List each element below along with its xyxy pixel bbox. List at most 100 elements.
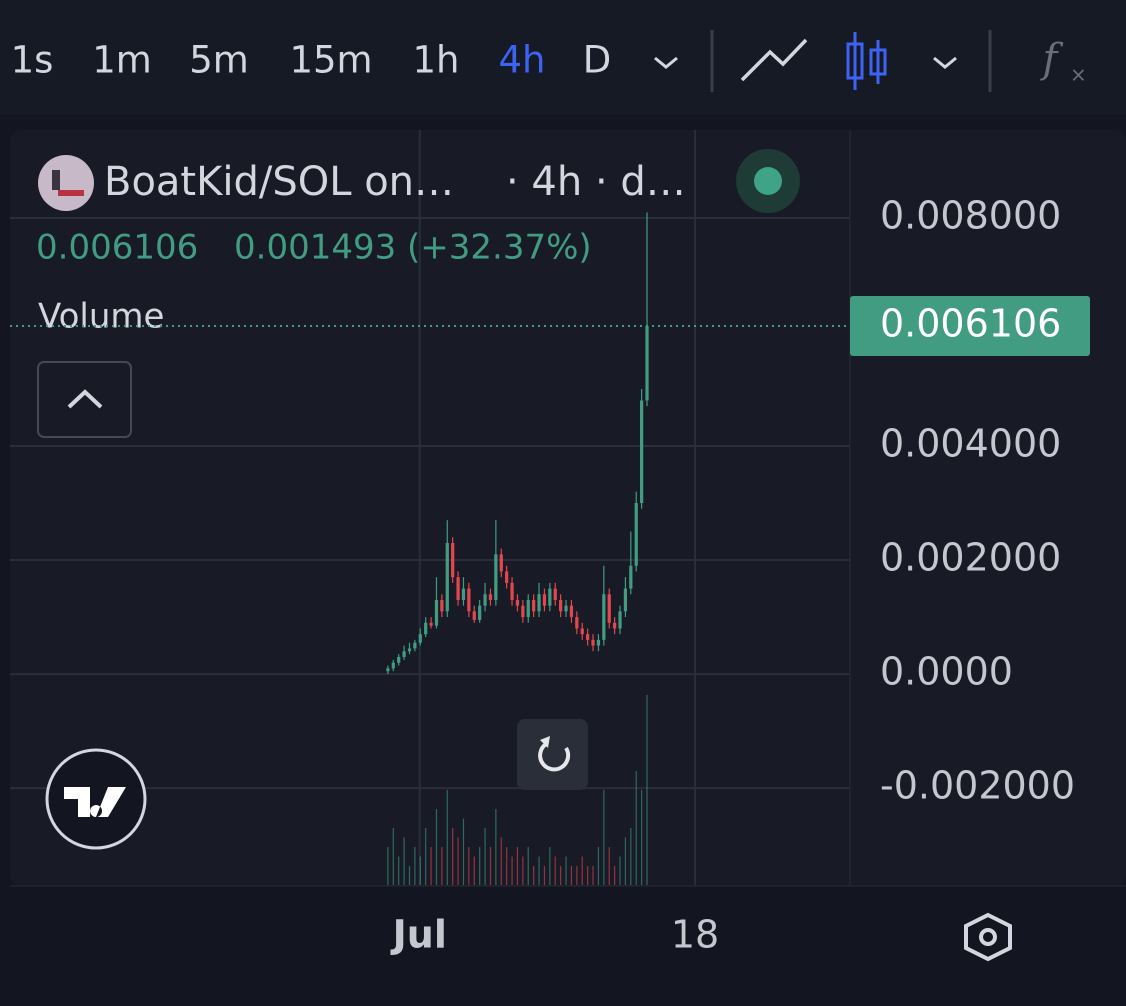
volume-bar: [619, 856, 621, 885]
candle-body: [510, 582, 514, 600]
candle-body: [434, 599, 439, 626]
candle-body: [472, 611, 476, 620]
volume-bar: [495, 809, 497, 885]
volume-bar: [641, 790, 643, 885]
chart-type-dropdown[interactable]: [933, 56, 957, 69]
collapse-icon: [67, 389, 103, 409]
candle-body: [402, 651, 406, 657]
legend-change: 0.001493 (+32.37%): [234, 228, 592, 268]
logo-mark: [64, 787, 126, 817]
avatar-boat: [58, 190, 84, 196]
candle-body: [407, 648, 412, 652]
avatar-figure: [52, 170, 60, 190]
volume-bar: [592, 866, 594, 885]
x-tick-label: Jul: [390, 913, 447, 957]
candle-body: [559, 599, 563, 612]
settings-icon-center: [979, 928, 997, 946]
reset-button[interactable]: [517, 719, 588, 790]
volume-bar: [603, 790, 605, 885]
plot: [10, 130, 850, 885]
interval-dropdown[interactable]: [654, 56, 678, 69]
volume-bar: [441, 847, 443, 885]
symbol-name: BoatKid/SOL on…: [104, 159, 454, 205]
candle-body: [499, 554, 503, 572]
line-chart-icon[interactable]: [740, 38, 808, 82]
candle-body: [596, 639, 601, 646]
interval-button[interactable]: 15m: [289, 39, 372, 82]
candle-body: [591, 639, 595, 646]
volume-bar: [452, 828, 454, 885]
interval-button[interactable]: 5m: [189, 39, 249, 82]
interval-button[interactable]: 1h: [413, 39, 460, 82]
volume-bar: [522, 856, 524, 885]
last-price-label: 0.006106: [880, 301, 1061, 345]
candle-body: [456, 577, 460, 600]
candle-body: [607, 594, 611, 623]
candle-body: [532, 599, 536, 612]
candle-body: [521, 605, 525, 618]
volume-bar: [398, 856, 400, 885]
volume-bar: [489, 847, 492, 885]
indicator-name: Volume: [38, 297, 164, 337]
collapse-button[interactable]: [37, 361, 132, 438]
candle-body: [397, 656, 401, 663]
candle-body: [505, 571, 509, 583]
settings-icon[interactable]: [964, 912, 1012, 962]
y-tick-label: 0.004000: [880, 422, 1061, 466]
candle-body: [467, 588, 471, 612]
volume-bar: [419, 856, 421, 885]
volume-bar: [511, 856, 513, 885]
tradingview-logo[interactable]: [45, 748, 147, 850]
interval-button[interactable]: 1s: [11, 39, 54, 82]
volume-bar: [570, 866, 573, 885]
volume-bar: [500, 837, 502, 885]
volume-bar: [479, 847, 481, 885]
volume-bar: [630, 828, 632, 885]
volume-bar: [484, 828, 486, 885]
volume-bar: [457, 837, 459, 885]
candle-body: [586, 634, 590, 640]
candle-body: [548, 588, 552, 606]
volume-bar: [565, 856, 567, 885]
candle-body: [494, 554, 498, 600]
volume-bar: [425, 828, 427, 885]
candle-chart-icon[interactable]: [846, 32, 887, 90]
volume-bar: [387, 847, 389, 885]
candle-body: [440, 599, 444, 612]
volume-bar: [549, 847, 551, 885]
volume-bar: [527, 847, 529, 885]
volume-bar: [554, 856, 556, 885]
symbol-avatar: [38, 155, 94, 211]
y-tick-label: 0.0000: [880, 650, 1013, 694]
candle-body: [569, 605, 574, 618]
volume-bar: [403, 837, 405, 885]
reset-icon: [538, 742, 571, 772]
volume-bar: [414, 847, 416, 885]
candle-body: [580, 628, 584, 635]
candle-body: [564, 605, 568, 612]
x-tick-label: 18: [671, 913, 719, 957]
chart-pane: [10, 130, 1126, 886]
indicators-icon-x[interactable]: ×: [1070, 63, 1087, 87]
candle-body: [618, 611, 622, 629]
candle-body: [418, 634, 422, 643]
y-tick-label: 0.008000: [880, 194, 1061, 238]
candle-body: [451, 542, 455, 578]
candle-body: [537, 594, 541, 612]
interval-button[interactable]: D: [583, 39, 612, 82]
interval-button[interactable]: 1m: [92, 39, 152, 82]
interval-button[interactable]: 4h: [499, 39, 546, 82]
candle-body: [575, 617, 579, 629]
volume-bar: [624, 837, 627, 885]
bottom-bar: [0, 990, 1126, 1006]
volume-bar: [608, 847, 610, 885]
candle-body: [445, 542, 449, 612]
volume-bar: [597, 847, 600, 885]
symbol-interval: · 4h · d…: [506, 159, 686, 205]
volume-bar: [587, 866, 589, 885]
candle-body: [461, 588, 466, 600]
candle-body: [602, 594, 606, 640]
volume-bar: [435, 809, 438, 885]
volume-bar: [462, 818, 465, 885]
